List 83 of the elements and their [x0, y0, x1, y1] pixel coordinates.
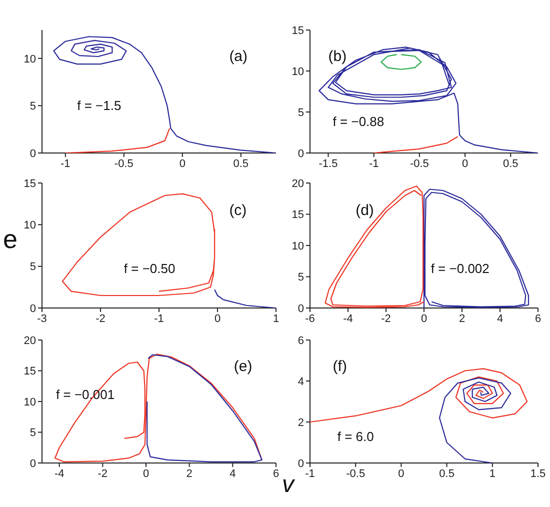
x-tick-label: 0 — [420, 312, 428, 325]
x-tick-label: 1 — [489, 468, 496, 480]
annotation: (f) — [332, 358, 347, 376]
x-tick-label: -0.5 — [346, 468, 366, 480]
x-tick-label: -2 — [96, 312, 106, 325]
line-series — [64, 128, 170, 153]
y-tick-label: 6 — [298, 334, 304, 347]
annotation: f = 6.0 — [337, 428, 374, 444]
x-tick-label: -1.5 — [318, 158, 338, 170]
y-tick-label: 15 — [24, 178, 36, 190]
x-tick-label: -6 — [305, 312, 315, 325]
x-tick-label: 6 — [534, 312, 542, 325]
y-tick-label: 15 — [24, 366, 36, 378]
x-tick-label: 0.5 — [233, 158, 249, 170]
x-tick-label: 2 — [186, 468, 192, 480]
y-tick-label: 10 — [292, 240, 304, 252]
x-tick-label: -3 — [37, 312, 47, 325]
x-tick-label: -4 — [54, 468, 64, 480]
y-tick-label: 2 — [298, 416, 304, 429]
annotation: f = −0.50 — [124, 260, 176, 276]
annotation: (e) — [234, 358, 252, 376]
annotation: f = −1.5 — [77, 98, 122, 113]
annotation: (d) — [356, 202, 374, 219]
y-tick-label: 0 — [30, 148, 36, 160]
y-tick-label: 5 — [30, 261, 36, 274]
y-tick-label: 0 — [30, 302, 36, 315]
x-tick-label: 0 — [142, 468, 150, 480]
annotation: f = −0.002 — [430, 260, 490, 276]
annotation: f = −0.88 — [332, 114, 384, 129]
x-tick-label: 0.5 — [502, 158, 518, 170]
line-series — [423, 188, 530, 308]
annotation: (a) — [229, 48, 248, 66]
line-series — [146, 354, 262, 462]
y-tick-label: 5 — [30, 427, 36, 440]
line-series — [318, 46, 538, 153]
x-tick-label: -1 — [60, 158, 70, 170]
line-series — [53, 36, 276, 153]
annotation: (c) — [229, 202, 247, 219]
y-tick-label: 0 — [298, 458, 304, 470]
y-tick-label: 5 — [30, 100, 36, 113]
y-tick-label: 4 — [298, 376, 304, 388]
y-tick-label: 15 — [292, 209, 304, 222]
x-axis-title: v — [282, 471, 294, 499]
x-tick-label: 4 — [230, 468, 236, 480]
x-tick-label: 0 — [214, 312, 221, 325]
x-tick-label: -0.5 — [410, 158, 429, 170]
y-tick-label: 0 — [30, 458, 36, 470]
y-tick-label: 10 — [292, 66, 304, 78]
y-tick-label: 5 — [298, 106, 304, 119]
x-tick-label: 0.5 — [439, 468, 454, 480]
y-tick-label: 15 — [292, 24, 304, 37]
y-tick-label: 5 — [298, 272, 304, 284]
line-series — [54, 354, 262, 462]
x-tick-label: 6 — [272, 468, 280, 480]
y-tick-label: 10 — [24, 396, 36, 408]
x-tick-label: -1 — [368, 158, 379, 170]
x-tick-label: 0 — [462, 158, 468, 170]
y-tick-label: 20 — [24, 334, 36, 347]
y-tick-label: 0 — [298, 148, 304, 160]
x-tick-label: -2 — [98, 468, 108, 480]
x-tick-label: 1.5 — [530, 468, 546, 480]
line-series — [62, 193, 216, 296]
y-tick-label: 0 — [298, 302, 304, 315]
x-tick-label: -2 — [381, 312, 391, 325]
x-tick-label: -1 — [154, 312, 164, 325]
line-series — [373, 136, 458, 153]
y-axis-title: e — [3, 224, 18, 254]
x-tick-label: 0 — [179, 158, 186, 170]
line-series — [324, 186, 425, 308]
y-tick-label: 10 — [24, 220, 36, 232]
x-tick-label: 4 — [496, 312, 504, 325]
x-tick-label: 0 — [398, 468, 404, 480]
y-tick-label: 20 — [292, 178, 304, 190]
annotation: (b) — [328, 48, 347, 66]
line-series — [214, 289, 276, 308]
line-series — [438, 377, 512, 463]
x-tick-label: 2 — [458, 312, 466, 325]
x-tick-label: 1 — [272, 312, 280, 325]
x-tick-label: -1 — [305, 468, 315, 480]
line-series — [380, 54, 422, 70]
y-tick-label: 10 — [24, 53, 36, 66]
x-tick-label: -4 — [343, 312, 353, 325]
x-tick-label: -0.5 — [114, 158, 134, 170]
